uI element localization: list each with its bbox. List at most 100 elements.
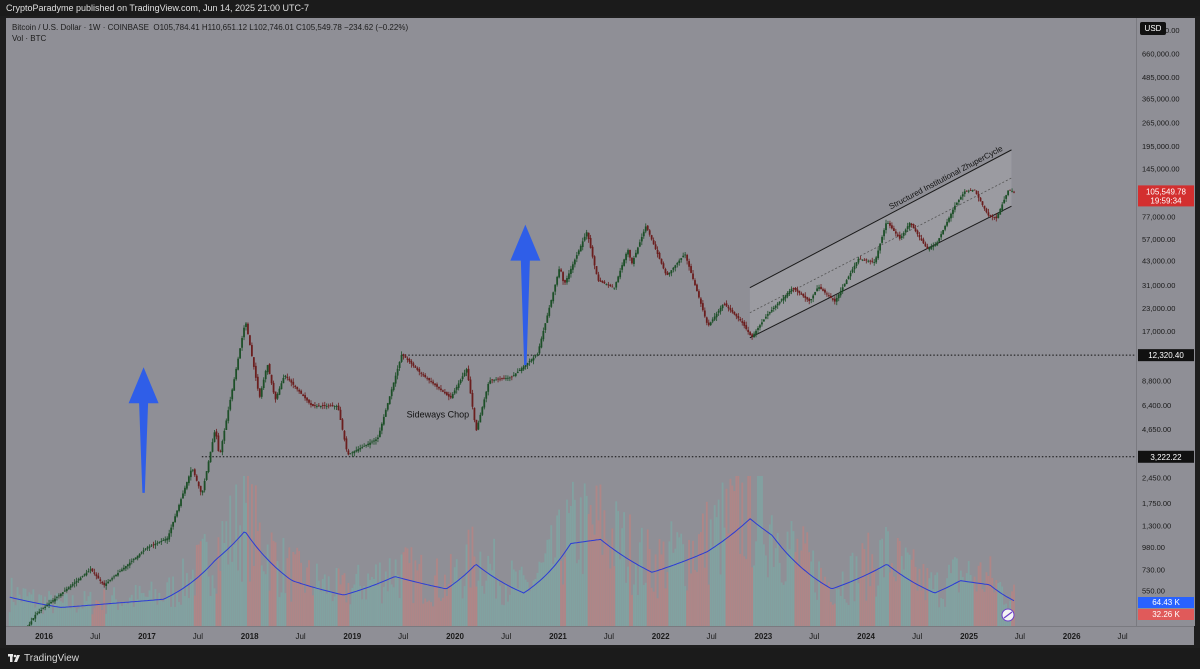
volume-bar <box>920 590 923 626</box>
candle-body <box>353 451 356 454</box>
volume-bar <box>144 596 147 626</box>
volume-bar <box>239 525 241 626</box>
volume-bar <box>81 608 84 626</box>
candle-body <box>867 260 870 262</box>
candle-body <box>272 382 275 393</box>
blue-up-arrow[interactable] <box>510 224 541 366</box>
volume-bar <box>507 601 509 626</box>
candle-body <box>243 327 245 338</box>
volume-bar <box>469 587 472 626</box>
volume-bar <box>577 559 580 626</box>
candle-body <box>609 284 612 286</box>
candle-body <box>514 373 517 376</box>
candle-body <box>698 291 700 298</box>
level-tag[interactable] <box>1138 349 1194 362</box>
candle-body <box>233 379 236 391</box>
volume-bar <box>715 517 718 626</box>
drawing-tool-icon[interactable] <box>1001 608 1015 622</box>
time-tick-label: 2022 <box>652 632 670 641</box>
volume-tag-down[interactable] <box>1138 609 1194 620</box>
volume-bar <box>65 594 68 626</box>
blue-up-arrow[interactable] <box>128 367 159 493</box>
price-tick-label: 2,450.00 <box>1142 474 1171 483</box>
candle-body <box>957 200 960 203</box>
candle-body <box>349 453 352 455</box>
time-axis[interactable]: 2016 Jul 2017 Jul 2018 Jul 2019 Jul 2020 Jul 2021 J… <box>6 626 1194 645</box>
volume-bar <box>562 584 564 626</box>
volume-bar <box>241 581 243 626</box>
candle-body <box>117 573 119 576</box>
volume-bar <box>459 577 462 626</box>
candle-body <box>566 278 568 283</box>
sideways-chop-label[interactable]: Sideways Chop <box>407 410 470 420</box>
candle-body <box>666 272 669 276</box>
volume-bar <box>337 568 340 626</box>
channel-upper-line[interactable] <box>749 149 1012 289</box>
candle-body <box>122 567 125 570</box>
candle-body <box>32 618 35 621</box>
volume-bar <box>999 582 1002 626</box>
volume-bar <box>550 525 553 626</box>
volume-bar <box>168 577 171 626</box>
candle-body <box>97 575 100 579</box>
chart-area[interactable]: Sideways Chop Structured Institutional Zh… <box>6 18 1136 659</box>
candle-body <box>751 334 753 337</box>
candle-body <box>995 216 998 219</box>
candle-body <box>170 527 173 534</box>
candle-body <box>388 396 391 405</box>
volume-tag-down-text: 32.26 K <box>1152 610 1180 619</box>
volume-bar <box>262 571 265 626</box>
volume-bar <box>30 594 33 626</box>
currency-button[interactable]: USD <box>1140 22 1166 35</box>
candle-body <box>386 403 389 410</box>
volume-bar <box>808 552 811 626</box>
current-price-tag[interactable] <box>1138 185 1194 207</box>
volume-bar <box>633 584 635 626</box>
price-axis[interactable]: 900,000.00660,000.00485,000.00365,000.00… <box>1136 18 1195 626</box>
volume-bar <box>67 607 70 626</box>
channel-lower-line[interactable] <box>749 205 1012 339</box>
candle-body <box>869 260 872 262</box>
candle-body <box>967 190 970 192</box>
volume-bar <box>314 587 316 626</box>
volume-tag-up[interactable] <box>1138 597 1194 608</box>
candle-body <box>75 580 78 583</box>
candle-body <box>36 613 39 615</box>
volume-bar <box>532 580 535 626</box>
candle-body <box>798 290 801 294</box>
candle-body <box>845 280 848 285</box>
volume-bar <box>646 529 649 626</box>
candle-body <box>950 213 952 219</box>
candle-body <box>898 235 901 239</box>
candle-body <box>853 265 856 270</box>
candle-body <box>835 297 838 302</box>
volume-bar <box>723 527 726 626</box>
candle-body <box>138 553 141 557</box>
candle-body <box>902 232 905 236</box>
volume-bar <box>650 587 653 626</box>
time-tick-label: Jul <box>706 632 716 641</box>
volume-bar <box>501 604 503 626</box>
candle-body <box>635 252 637 258</box>
volume-bar <box>58 599 60 626</box>
volume-bar <box>483 593 486 626</box>
candle-body <box>723 303 726 305</box>
candle-body <box>487 383 490 392</box>
volume-bar <box>759 476 761 626</box>
volume-bar <box>154 589 157 626</box>
candle-body <box>428 378 431 381</box>
volume-bar <box>1001 586 1004 626</box>
volume-bar <box>388 558 391 626</box>
candle-body <box>124 566 127 569</box>
candle-body <box>881 236 883 243</box>
level-tag[interactable] <box>1138 450 1194 463</box>
volume-bar <box>902 569 905 626</box>
candle-body <box>688 261 690 267</box>
volume-bar <box>300 562 303 626</box>
candle-body <box>546 315 549 323</box>
candle-body <box>749 332 752 336</box>
volume-bar <box>906 552 909 626</box>
volume-bar <box>50 594 52 626</box>
volume-bar <box>306 567 308 626</box>
